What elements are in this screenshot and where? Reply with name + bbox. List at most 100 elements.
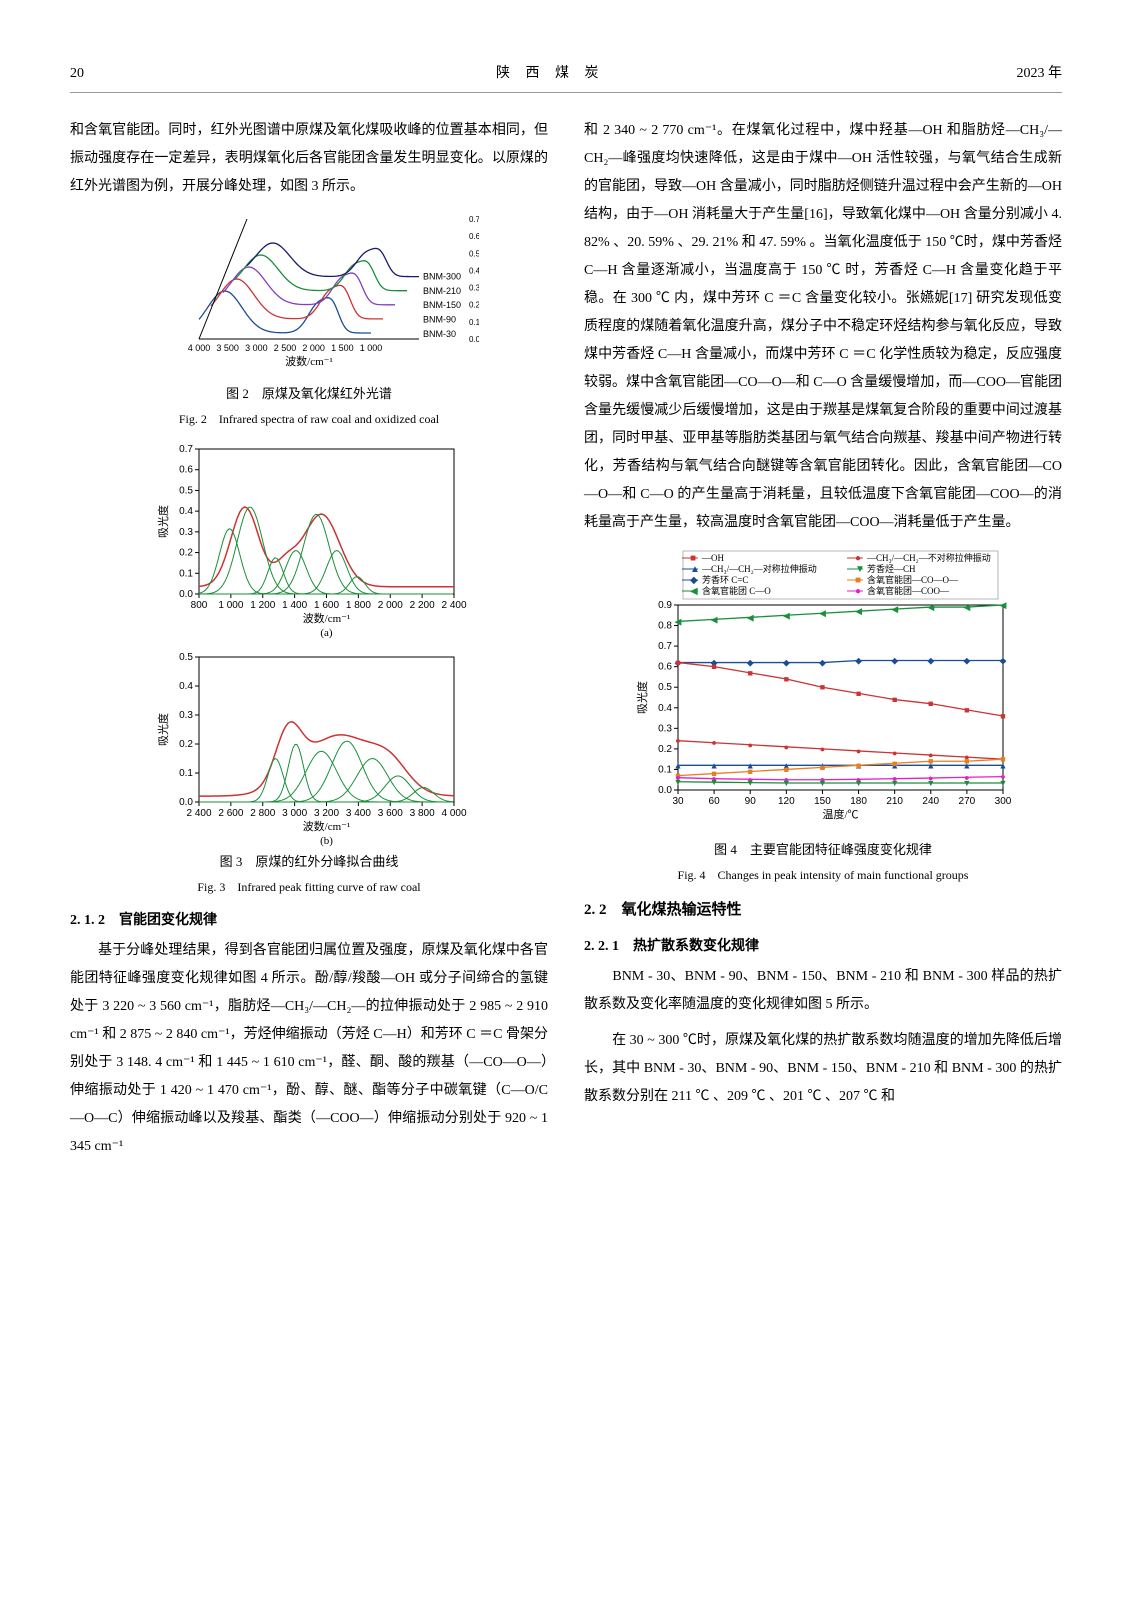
svg-text:90: 90 [745,796,757,807]
right-column: 和 2 340 ~ 2 770 cm⁻¹。在煤氧化过程中，煤中羟基—OH 和脂肪… [584,117,1062,1169]
svg-text:1 000: 1 000 [360,343,383,353]
journal-title: 陕 西 煤 炭 [496,60,605,88]
figure-4-caption-cn: 图 4 主要官能团特征峰强度变化规律 [584,837,1062,863]
svg-text:(a): (a) [320,627,333,639]
svg-text:■: ■ [928,699,933,709]
svg-text:■: ■ [820,762,825,772]
figure-4-caption-en: Fig. 4 Changes in peak intensity of main… [584,863,1062,887]
svg-text:◀: ◀ [783,610,790,620]
right-body-top: 和 2 340 ~ 2 770 cm⁻¹。在煤氧化过程中，煤中羟基—OH 和脂肪… [584,117,1062,537]
svg-text:0.4: 0.4 [658,703,672,714]
svg-text:◀: ◀ [855,606,862,616]
svg-text:◆: ◆ [927,656,934,666]
svg-text:■: ■ [1000,711,1005,721]
svg-text:2 800: 2 800 [250,808,275,819]
figure-2-caption-cn: 图 2 原煤及氧化煤红外光谱 [70,381,548,407]
svg-text:◆: ◆ [819,658,826,668]
svg-text:1 000: 1 000 [218,600,243,611]
svg-text:芳香烃—CH: 芳香烃—CH [867,563,916,574]
left-intro-para: 和含氧官能团。同时，红外光图谱中原煤及氧化煤吸收峰的位置基本相同，但振动强度存在… [70,117,548,201]
svg-text:0.3: 0.3 [469,284,479,293]
svg-text:3 000: 3 000 [245,343,268,353]
svg-text:4 000: 4 000 [441,808,466,819]
svg-text:◀: ◀ [891,604,898,614]
svg-text:1 400: 1 400 [282,600,307,611]
svg-text:0.8: 0.8 [658,621,672,632]
svg-text:0.5: 0.5 [179,485,193,496]
svg-text:▼: ▼ [890,778,899,788]
svg-text:0.3: 0.3 [179,527,193,538]
svg-text:150: 150 [814,796,831,807]
section-2-1-2-head: 2. 1. 2 官能团变化规律 [70,907,548,935]
svg-text:0.7: 0.7 [179,444,193,455]
svg-text:BNM-210: BNM-210 [423,286,461,296]
figure-3a: 8001 0001 2001 4001 6001 8002 0002 2002 … [70,439,548,639]
svg-text:含氧官能团 C—O: 含氧官能团 C—O [702,585,771,596]
svg-text:0.6: 0.6 [658,662,672,673]
svg-text:3 500: 3 500 [216,343,239,353]
svg-text:240: 240 [922,796,939,807]
svg-text:■: ■ [856,688,861,698]
svg-text:波数/cm⁻¹: 波数/cm⁻¹ [285,355,333,368]
figure-4-svg: 3060901201501802102402703000.00.10.20.30… [623,545,1023,835]
svg-text:180: 180 [850,796,867,807]
svg-text:3 400: 3 400 [346,808,371,819]
section-2-2-1-body-a: BNM - 30、BNM - 90、BNM - 150、BNM - 210 和 … [584,963,1062,1019]
svg-text:0.5: 0.5 [469,249,479,258]
svg-text:2 500: 2 500 [274,343,297,353]
svg-text:■: ■ [928,756,933,766]
svg-text:0.0: 0.0 [179,797,193,808]
left-column: 和含氧官能团。同时，红外光图谱中原煤及氧化煤吸收峰的位置基本相同，但振动强度存在… [70,117,548,1169]
svg-text:—OH: —OH [701,553,724,563]
svg-text:210: 210 [886,796,903,807]
svg-text:1 800: 1 800 [346,600,371,611]
svg-text:0.1: 0.1 [179,768,193,779]
svg-text:120: 120 [778,796,795,807]
figure-3b-svg: 2 4002 6002 8003 0003 2003 4003 6003 800… [144,647,474,847]
svg-text:吸光度: 吸光度 [635,681,649,714]
svg-text:0.6: 0.6 [469,232,479,241]
svg-text:温度/℃: 温度/℃ [822,807,858,821]
svg-text:BNM-150: BNM-150 [423,300,461,310]
svg-text:◀: ◀ [747,612,754,622]
svg-text:0.2: 0.2 [469,301,479,310]
svg-text:0.4: 0.4 [179,506,193,517]
svg-text:■: ■ [675,658,680,668]
svg-text:0.0: 0.0 [469,335,479,344]
svg-text:■: ■ [856,760,861,770]
svg-text:0.1: 0.1 [469,318,479,327]
svg-text:■: ■ [964,705,969,715]
svg-text:■: ■ [784,674,789,684]
svg-text:▼: ▼ [782,778,791,788]
figure-3-caption-cn: 图 3 原煤的红外分峰拟合曲线 [70,849,548,875]
svg-text:◀: ◀ [1000,600,1007,610]
svg-text:◀: ◀ [963,602,970,612]
section-2-1-2-body: 基于分峰处理结果，得到各官能团归属位置及强度，原煤及氧化煤中各官能团特征峰强度变… [70,937,548,1161]
svg-text:2 400: 2 400 [186,808,211,819]
svg-text:■: ■ [892,758,897,768]
svg-text:●: ● [711,738,716,748]
figure-3b: 2 4002 6002 8003 0003 2003 4003 6003 800… [70,647,548,899]
svg-text:▼: ▼ [674,777,683,787]
section-2-2-1-head: 2. 2. 1 热扩散系数变化规律 [584,933,1062,961]
svg-text:2 000: 2 000 [302,343,325,353]
svg-text:0.2: 0.2 [179,548,193,559]
svg-text:0.3: 0.3 [179,710,193,721]
figure-3a-svg: 8001 0001 2001 4001 6001 8002 0002 2002 … [144,439,474,639]
svg-text:●: ● [820,744,825,754]
svg-text:2 600: 2 600 [218,808,243,819]
svg-text:●: ● [784,742,789,752]
svg-text:▼: ▼ [962,778,971,788]
svg-text:■: ■ [964,756,969,766]
two-column-body: 和含氧官能团。同时，红外光图谱中原煤及氧化煤吸收峰的位置基本相同，但振动强度存在… [70,117,1062,1169]
svg-text:BNM-30: BNM-30 [423,329,456,339]
svg-text:0.7: 0.7 [658,641,672,652]
svg-text:0.5: 0.5 [179,652,193,663]
svg-text:▼: ▼ [746,778,755,788]
svg-text:0.9: 0.9 [658,600,672,611]
svg-text:0.0: 0.0 [179,589,193,600]
svg-text:2 400: 2 400 [441,600,466,611]
svg-text:0.1: 0.1 [658,764,672,775]
svg-text:BNM-300: BNM-300 [423,271,461,281]
svg-text:0.0: 0.0 [658,785,672,796]
